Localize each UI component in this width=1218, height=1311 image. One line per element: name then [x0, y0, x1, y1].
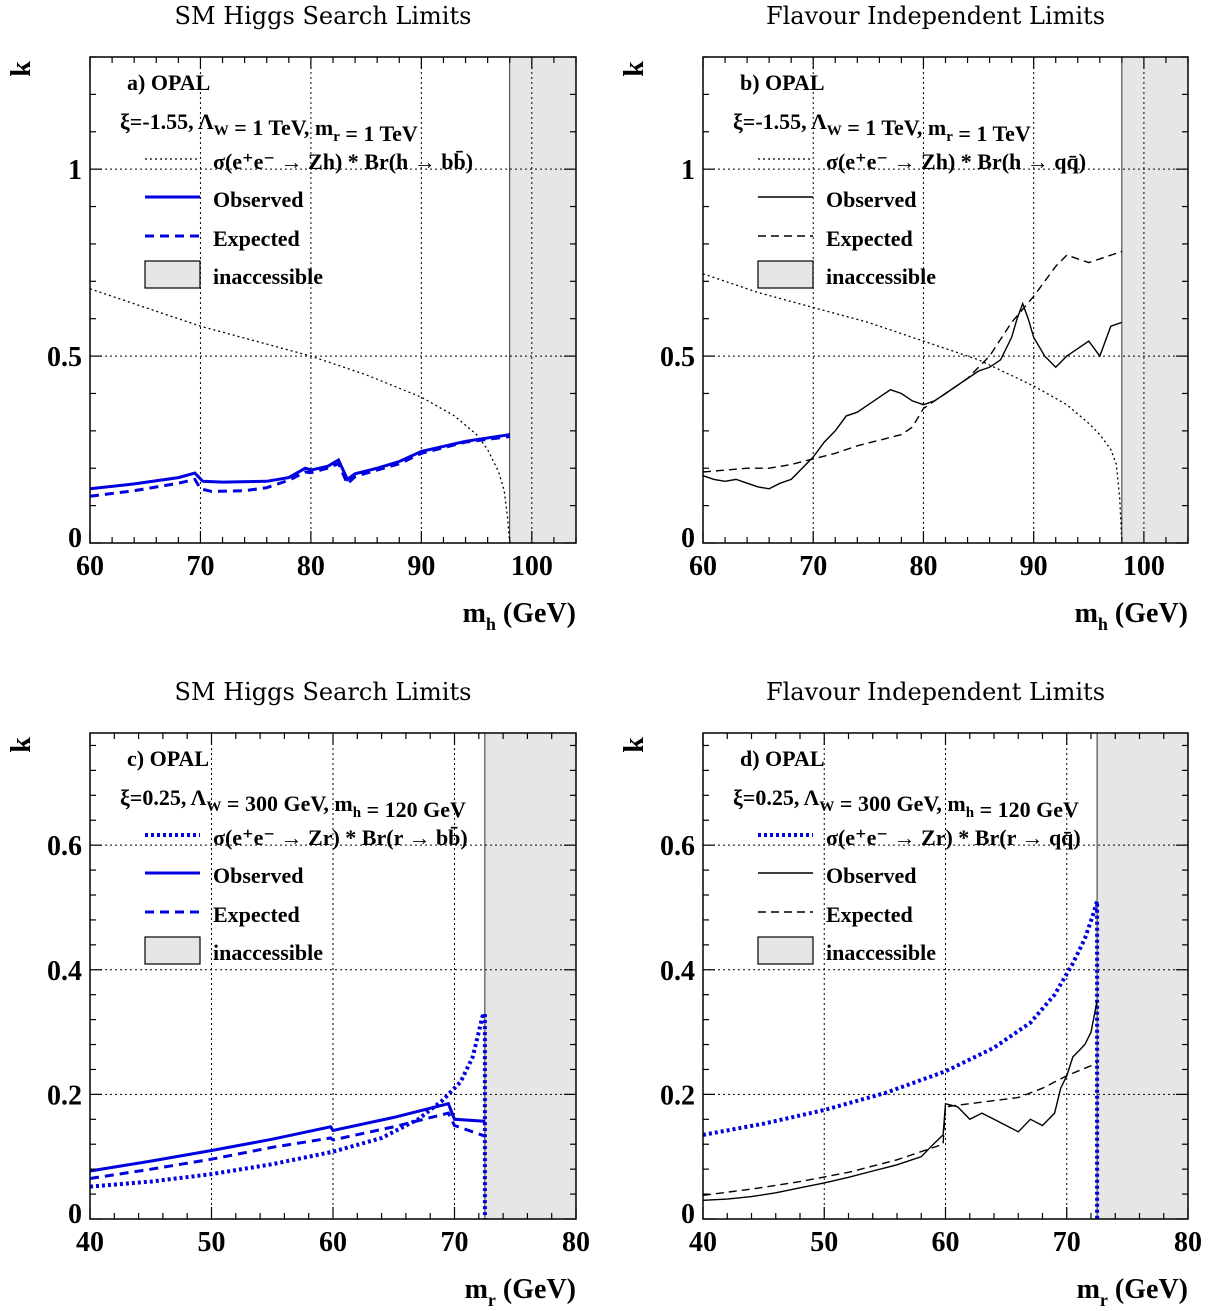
legend-label-3: Expected: [826, 226, 913, 251]
x-tick-label: 60: [689, 551, 717, 582]
series-line-2: [89, 433, 510, 491]
legend-label-2: Observed: [826, 187, 916, 212]
legend-label-2: Observed: [826, 863, 916, 888]
legend-label-4: inaccessible: [826, 940, 936, 965]
y-tick-label: 1: [681, 155, 695, 186]
series-line-3: [89, 435, 510, 498]
legend-label-3: Expected: [213, 902, 300, 927]
x-tick-label: 90: [407, 551, 435, 582]
x-tick-label: 40: [689, 1227, 717, 1258]
x-tick-label: 100: [511, 551, 553, 582]
y-tick-label: 0.5: [660, 342, 695, 373]
series-line-2: [702, 1000, 1098, 1201]
legend-label-4: inaccessible: [826, 264, 936, 289]
series-line-3: [702, 1062, 1098, 1196]
legend-label-1: σ(e⁺e⁻ → Zh) * Br(h → bb̄): [213, 149, 473, 174]
legend-label-4: inaccessible: [213, 264, 323, 289]
y-tick-label: 0: [681, 1199, 695, 1230]
chart-title: Flavour Independent Limits: [766, 678, 1105, 706]
series-line-1: [89, 288, 511, 544]
y-tick-label: 0: [681, 523, 695, 554]
panel-label: b) OPAL: [740, 70, 825, 95]
y-tick-label: 0.6: [660, 831, 695, 862]
x-axis-label: mr (GeV): [465, 1274, 576, 1310]
chart-title: Flavour Independent Limits: [766, 2, 1105, 30]
y-axis-label: k: [6, 61, 37, 77]
legend-label-1: σ(e⁺e⁻ → Zr) * Br(r → bb̄): [213, 825, 468, 850]
legend-label-1: σ(e⁺e⁻ → Zh) * Br(h → qq̄): [826, 149, 1086, 174]
x-axis-label: mr (GeV): [1077, 1274, 1188, 1310]
x-tick-label: 80: [297, 551, 325, 582]
parameters-line: ξ=0.25, ΛW = 300 GeV, mh = 120 GeV: [120, 785, 466, 822]
x-tick-label: 60: [76, 551, 104, 582]
y-tick-label: 1: [68, 155, 82, 186]
series-line-1: [702, 273, 1123, 544]
x-tick-label: 90: [1020, 551, 1048, 582]
y-axis-label: k: [619, 737, 650, 753]
legend-label-2: Observed: [213, 863, 303, 888]
legend-label-1: σ(e⁺e⁻ → Zr) * Br(r → qq̄): [826, 825, 1081, 850]
x-tick-label: 100: [1123, 551, 1165, 582]
y-tick-label: 0.4: [660, 956, 695, 987]
legend-swatch-inaccessible: [144, 260, 201, 289]
inaccessible-region: [1096, 732, 1189, 1220]
x-tick-label: 70: [799, 551, 827, 582]
y-tick-label: 0.2: [660, 1080, 695, 1111]
series-line-3: [702, 250, 1123, 473]
series-line-2: [89, 1101, 485, 1173]
legend-label-3: Expected: [213, 226, 300, 251]
x-tick-label: 70: [1053, 1227, 1081, 1258]
legend-swatch-inaccessible: [144, 936, 201, 965]
legend-label-4: inaccessible: [213, 940, 323, 965]
y-axis-label: k: [619, 61, 650, 77]
x-tick-label: 70: [441, 1227, 469, 1258]
legend-label-2: Observed: [213, 187, 303, 212]
chart-title: SM Higgs Search Limits: [175, 2, 472, 30]
legend-swatch-inaccessible: [757, 260, 814, 289]
chart-panel-3: SM Higgs Search Limits 40 50 60 70 80 0 0.2 0.4 0…: [6, 678, 590, 1310]
x-tick-label: 60: [932, 1227, 960, 1258]
x-axis-label: mh (GeV): [1075, 598, 1188, 634]
chart-panel-4: Flavour Independent Limits 40 50 60 70 80 0 0.2…: [619, 678, 1202, 1310]
parameters-line: ξ=0.25, ΛW = 300 GeV, mh = 120 GeV: [733, 785, 1079, 822]
parameters-line: ξ=-1.55, ΛW = 1 TeV, mr = 1 TeV: [733, 109, 1031, 146]
panel-label: c) OPAL: [127, 746, 209, 771]
x-tick-label: 50: [810, 1227, 838, 1258]
panel-label: d) OPAL: [740, 746, 825, 771]
x-tick-label: 50: [198, 1227, 226, 1258]
series-line-2: [702, 301, 1123, 490]
legend-label-3: Expected: [826, 902, 913, 927]
y-tick-label: 0.2: [47, 1080, 82, 1111]
x-tick-label: 80: [909, 551, 937, 582]
y-tick-label: 0.4: [47, 956, 82, 987]
panel-label: a) OPAL: [127, 70, 210, 95]
y-tick-label: 0: [68, 523, 82, 554]
x-tick-label: 40: [76, 1227, 104, 1258]
chart-panel-1: SM Higgs Search Limits 60 70 80 90 100 0 0.5 1 mh…: [6, 2, 577, 634]
parameters-line: ξ=-1.55, ΛW = 1 TeV, mr = 1 TeV: [120, 109, 418, 146]
y-tick-label: 0.6: [47, 831, 82, 862]
series-line-1: [89, 1007, 487, 1219]
x-tick-label: 80: [1174, 1227, 1202, 1258]
x-tick-label: 80: [562, 1227, 590, 1258]
series-line-1: [702, 900, 1100, 1219]
chart-title: SM Higgs Search Limits: [175, 678, 472, 706]
inaccessible-region: [484, 732, 577, 1220]
chart-panel-2: Flavour Independent Limits 60 70 80 90 100 0 0.…: [619, 2, 1189, 634]
x-tick-label: 60: [319, 1227, 347, 1258]
y-tick-label: 0: [68, 1199, 82, 1230]
y-tick-label: 0.5: [47, 342, 82, 373]
x-axis-label: mh (GeV): [463, 598, 576, 634]
inaccessible-region: [509, 56, 577, 544]
series-line-3: [89, 1111, 486, 1180]
x-tick-label: 70: [186, 551, 214, 582]
inaccessible-region: [1121, 56, 1189, 544]
legend-swatch-inaccessible: [757, 936, 814, 965]
y-axis-label: k: [6, 737, 37, 753]
